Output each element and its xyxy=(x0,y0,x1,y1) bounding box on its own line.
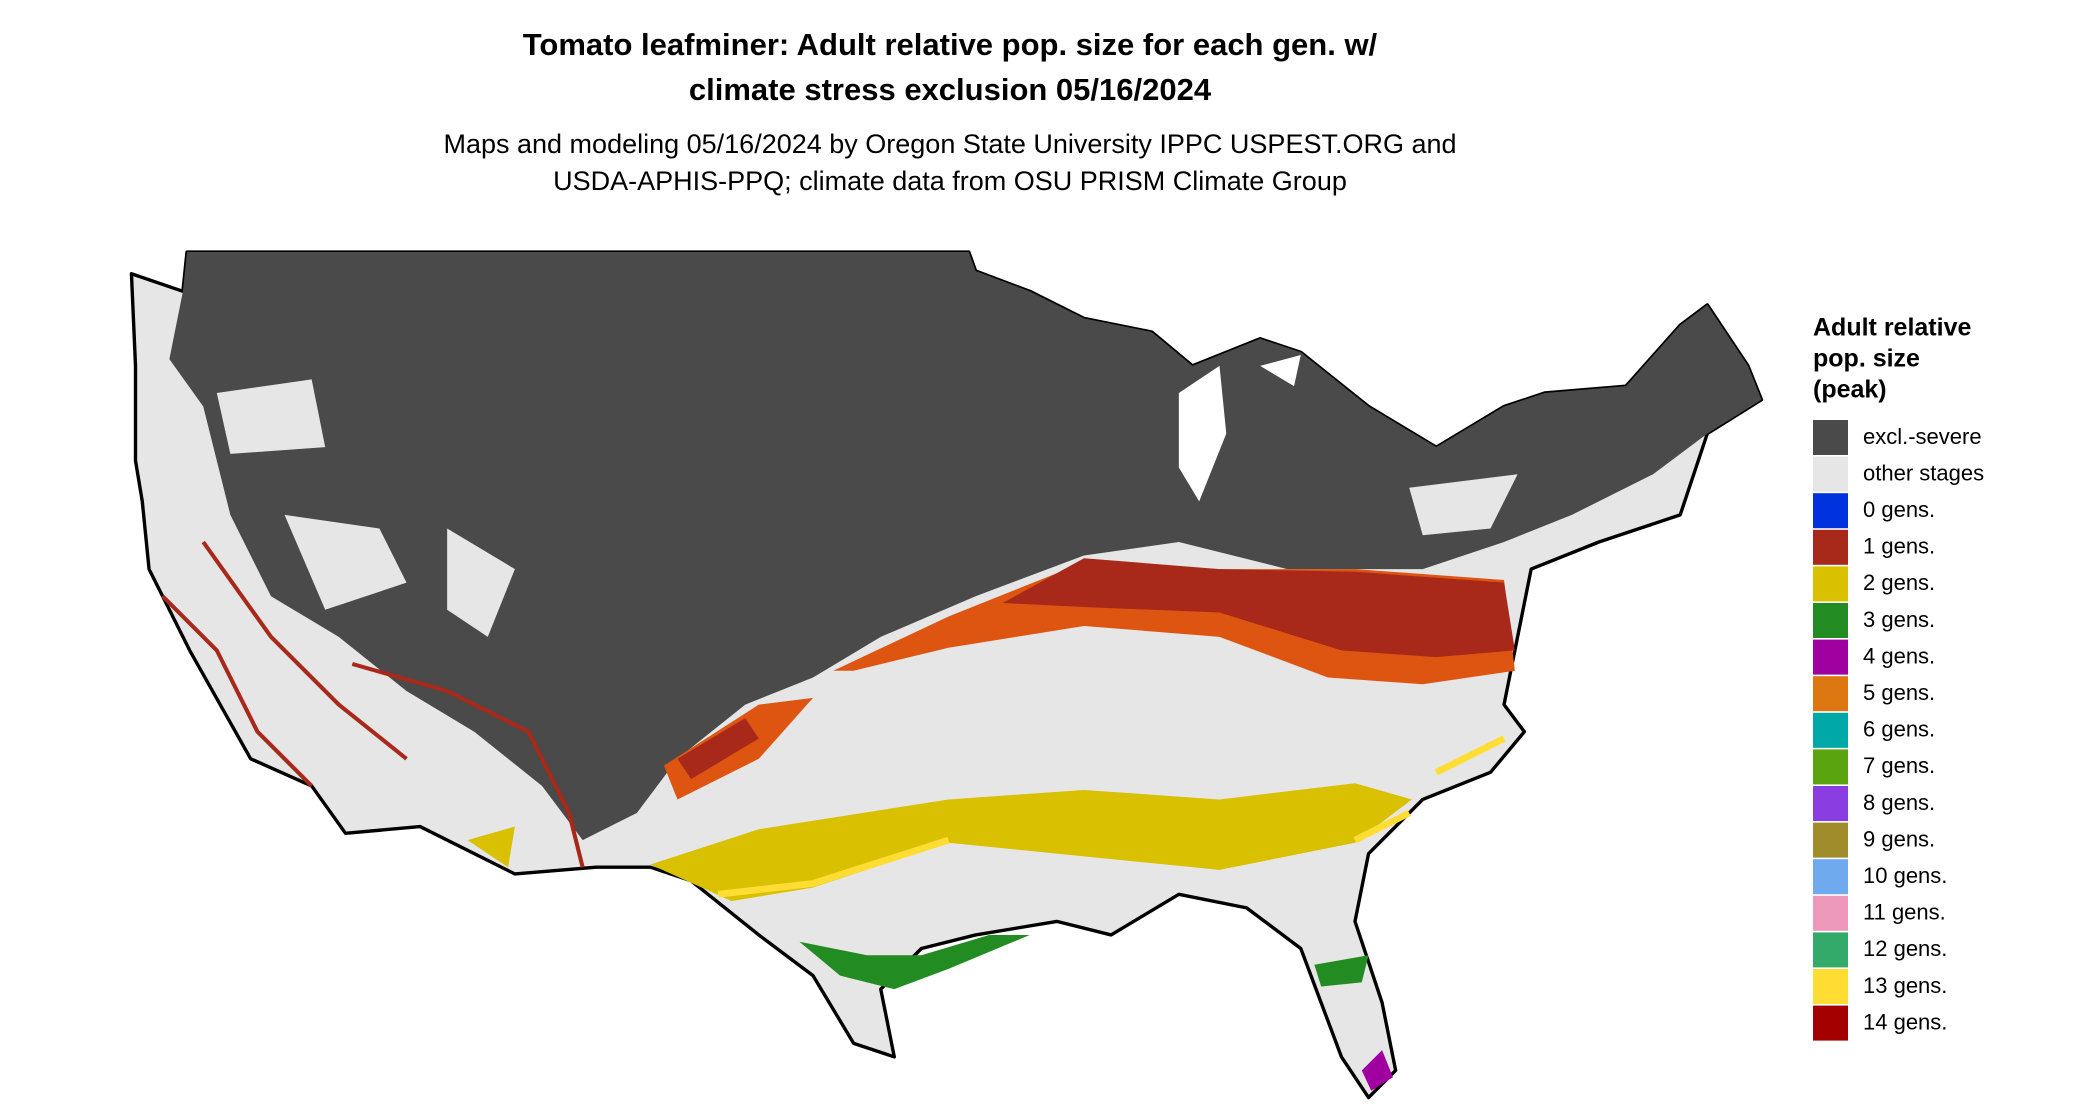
legend-label: 3 gens. xyxy=(1863,607,1935,632)
legend-swatch xyxy=(1813,529,1848,565)
legend-swatch xyxy=(1813,932,1848,968)
legend-swatch xyxy=(1813,1005,1848,1041)
legend-swatch xyxy=(1813,822,1848,858)
band-3-gens xyxy=(799,934,1369,990)
band-13-gens-edge xyxy=(717,735,1506,898)
legend-swatch xyxy=(1813,493,1848,529)
legend-label: 5 gens. xyxy=(1863,680,1935,705)
legend-label: 2 gens. xyxy=(1863,570,1935,595)
legend-label: 8 gens. xyxy=(1863,790,1935,815)
legend-swatch xyxy=(1813,859,1848,895)
band-1-gens-west xyxy=(161,540,585,868)
legend: Adult relative pop. size (peak) excl.-se… xyxy=(1813,314,1984,1041)
legend-label: 7 gens. xyxy=(1863,753,1935,778)
legend-label: 12 gens. xyxy=(1863,936,1947,961)
legend-title: pop. size xyxy=(1813,345,1920,373)
us-map xyxy=(129,250,1764,1100)
legend-swatch xyxy=(1813,712,1848,748)
subtitle: Maps and modeling 05/16/2024 by Oregon S… xyxy=(443,129,1456,159)
legend-label: 11 gens. xyxy=(1863,900,1946,925)
band-1-gens xyxy=(677,558,1515,780)
legend-swatch xyxy=(1813,969,1848,1004)
legend-label: 0 gens. xyxy=(1863,497,1935,522)
legend-swatch xyxy=(1813,420,1848,455)
legend-label: 13 gens. xyxy=(1863,973,1947,998)
excluded-region xyxy=(169,252,1762,841)
legend-label: 10 gens. xyxy=(1863,863,1947,888)
great-lakes xyxy=(1178,355,1301,502)
title: Tomato leafminer: Adult relative pop. si… xyxy=(523,27,1378,62)
legend-swatch xyxy=(1813,749,1848,785)
legend-label: 9 gens. xyxy=(1863,826,1935,851)
legend-label: other stages xyxy=(1863,460,1984,485)
legend-label: 14 gens. xyxy=(1863,1009,1947,1034)
legend-swatch xyxy=(1813,456,1848,492)
legend-label: excl.-severe xyxy=(1863,424,1982,449)
legend-swatch xyxy=(1813,895,1848,931)
legend-swatch xyxy=(1813,786,1848,821)
legend-swatch xyxy=(1813,603,1848,638)
legend-swatch xyxy=(1813,639,1848,675)
band-4-gens xyxy=(1361,1050,1393,1091)
title: climate stress exclusion 05/16/2024 xyxy=(689,72,1212,107)
subtitle: USDA-APHIS-PPQ; climate data from OSU PR… xyxy=(553,166,1347,196)
legend-title: (peak) xyxy=(1813,376,1887,404)
legend-title: Adult relative xyxy=(1813,314,1971,342)
legend-label: 4 gens. xyxy=(1863,643,1935,668)
legend-swatch xyxy=(1813,676,1848,712)
legend-label: 1 gens. xyxy=(1863,534,1935,559)
legend-label: 6 gens. xyxy=(1863,717,1935,742)
legend-swatch xyxy=(1813,566,1848,602)
